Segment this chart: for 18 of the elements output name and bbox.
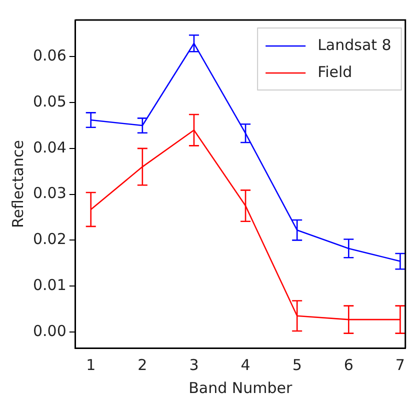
y-tick-label: 0.05: [32, 92, 66, 110]
y-tick-label: 0.02: [32, 230, 66, 248]
x-tick-label: 5: [292, 356, 302, 374]
x-tick-label: 2: [138, 356, 148, 374]
x-tick-label: 7: [395, 356, 405, 374]
legend-label: Landsat 8: [318, 36, 392, 54]
y-tick-label: 0.00: [32, 322, 66, 340]
x-axis-title: Band Number: [188, 378, 293, 397]
y-tick-label: 0.03: [32, 184, 66, 202]
x-tick-label: 4: [240, 356, 250, 374]
y-tick-label: 0.04: [32, 138, 66, 156]
y-tick-label: 0.01: [32, 276, 66, 294]
x-tick-label: 3: [189, 356, 199, 374]
y-axis-title: Reflectance: [8, 140, 27, 228]
y-tick-label: 0.06: [32, 46, 66, 65]
x-tick-label: 6: [344, 356, 354, 374]
legend-label: Field: [318, 62, 352, 81]
x-tick-label: 1: [86, 356, 96, 374]
